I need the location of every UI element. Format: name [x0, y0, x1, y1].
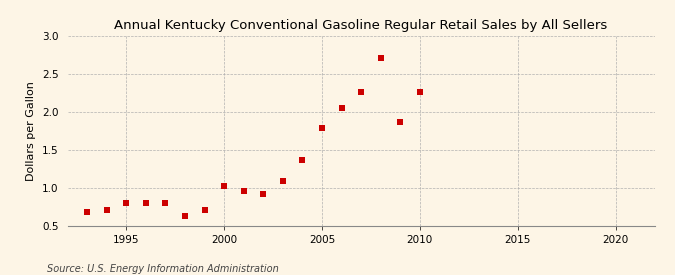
Point [82, 210, 92, 214]
Point [140, 200, 151, 205]
Point [258, 192, 269, 197]
Point [160, 200, 171, 205]
Point [336, 106, 347, 110]
Point [219, 184, 230, 188]
Point [180, 214, 190, 219]
Point [317, 126, 327, 131]
Point [414, 90, 425, 94]
Text: Source: U.S. Energy Information Administration: Source: U.S. Energy Information Administ… [47, 264, 279, 274]
Point [375, 56, 386, 60]
Point [238, 189, 249, 194]
Y-axis label: Dollars per Gallon: Dollars per Gallon [26, 81, 36, 181]
Point [199, 207, 210, 212]
Point [121, 200, 132, 205]
Title: Annual Kentucky Conventional Gasoline Regular Retail Sales by All Sellers: Annual Kentucky Conventional Gasoline Re… [115, 19, 608, 32]
Point [356, 90, 367, 94]
Point [101, 207, 112, 212]
Point [395, 120, 406, 125]
Point [297, 158, 308, 163]
Point [277, 179, 288, 184]
